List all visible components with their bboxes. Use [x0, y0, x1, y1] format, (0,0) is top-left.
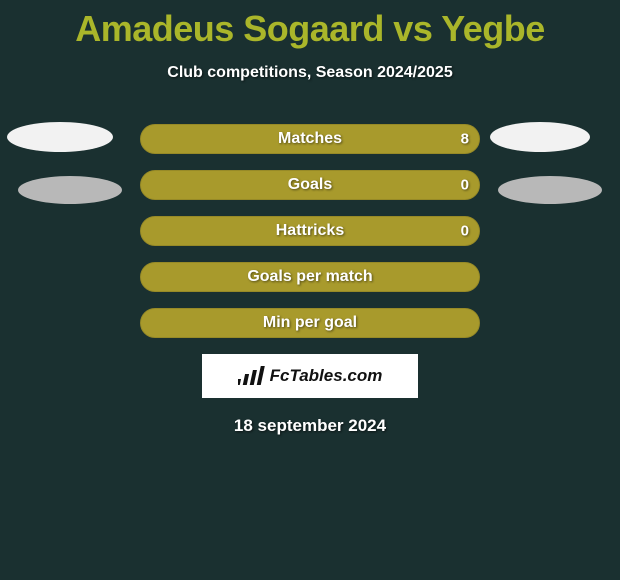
stat-bar-hattricks: Hattricks 0	[140, 216, 480, 246]
player-left-photo-2	[18, 176, 122, 204]
stat-bar-value: 8	[461, 131, 469, 148]
stat-bars: Matches 8 Goals 0 Hattricks 0 Goals per …	[140, 124, 480, 338]
stat-bar-label: Min per goal	[141, 314, 479, 332]
stat-bar-goals-per-match: Goals per match	[140, 262, 480, 292]
stat-bar-label: Goals per match	[141, 268, 479, 286]
brand-badge: FcTables.com	[202, 354, 418, 398]
stat-bar-matches: Matches 8	[140, 124, 480, 154]
stat-bar-value: 0	[461, 177, 469, 194]
page-title: Amadeus Sogaard vs Yegbe	[0, 0, 620, 50]
stat-bar-goals: Goals 0	[140, 170, 480, 200]
date-line: 18 september 2024	[0, 416, 620, 436]
brand-bars-icon	[238, 365, 266, 387]
stat-bar-min-per-goal: Min per goal	[140, 308, 480, 338]
stat-bar-label: Matches	[141, 130, 479, 148]
page-subtitle: Club competitions, Season 2024/2025	[0, 64, 620, 82]
stat-bar-label: Goals	[141, 176, 479, 194]
stat-bar-label: Hattricks	[141, 222, 479, 240]
player-right-photo-1	[490, 122, 590, 152]
stat-bar-value: 0	[461, 223, 469, 240]
brand-text: FcTables.com	[270, 366, 383, 386]
player-right-photo-2	[498, 176, 602, 204]
player-left-photo-1	[7, 122, 113, 152]
